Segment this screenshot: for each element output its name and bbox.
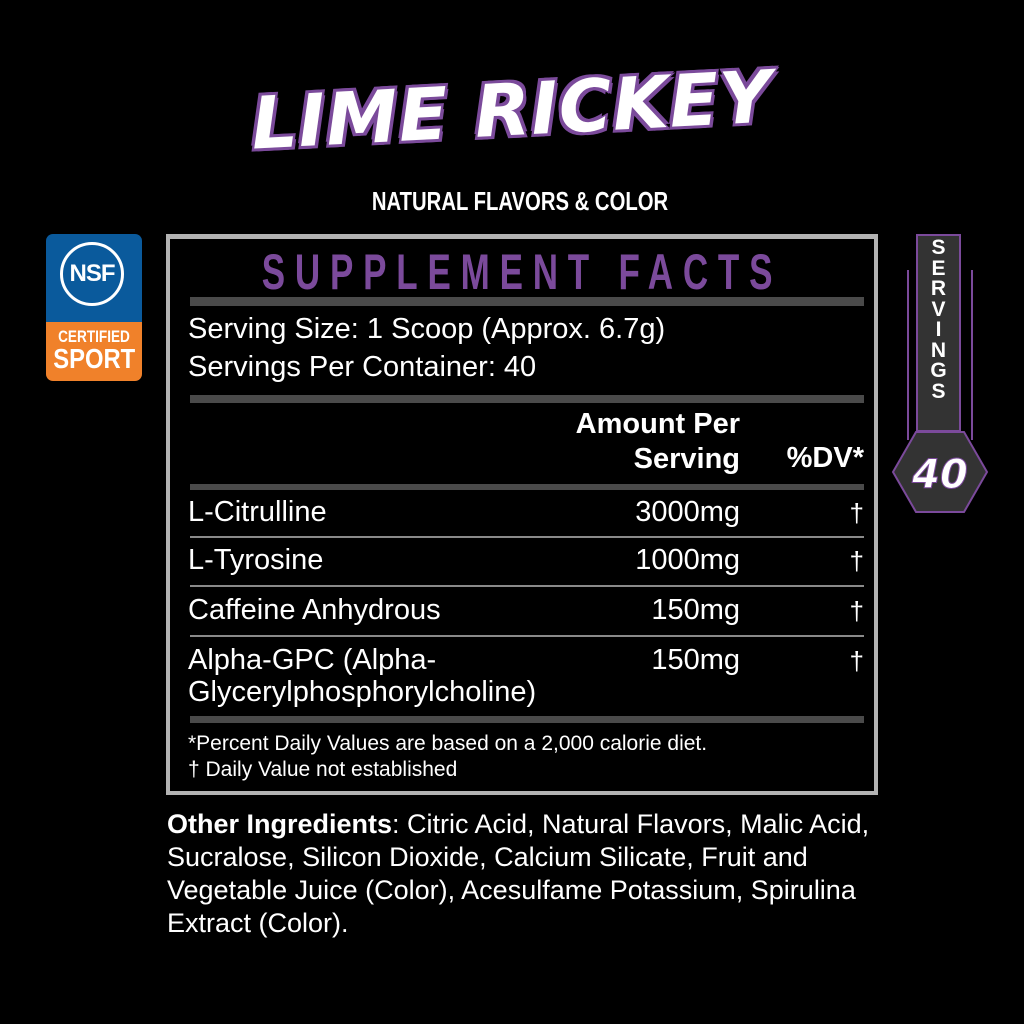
servings-label: SERVINGS [930, 236, 947, 403]
certified-label: CERTIFIED [58, 327, 130, 346]
divider [190, 395, 864, 403]
ingredient-name: Alpha-GPC (Alpha- Glycerylphosphorylchol… [188, 644, 536, 708]
badge-line [971, 270, 973, 440]
amount-header-line2: Serving [633, 443, 740, 475]
flavor-title: LIME RICKEY [248, 53, 776, 167]
ingredient-amount: 3000mg [635, 496, 740, 528]
ingredient-name: L-Citrulline [188, 496, 327, 528]
servings-count: 40 [911, 452, 968, 498]
amount-per-serving-header: Amount Per Serving [576, 407, 740, 477]
badge-line [907, 270, 909, 440]
amount-header-line1: Amount Per [575, 408, 740, 440]
footnote-not-established: † Daily Value not established [188, 758, 458, 781]
nsf-logo: NSF [60, 242, 124, 306]
nsf-certified-badge: NSF CERTIFIED SPORT [46, 234, 142, 381]
supplement-facts-panel: SUPPLEMENT FACTS Serving Size: 1 Scoop (… [166, 234, 878, 795]
row-divider [190, 585, 864, 587]
sport-label: SPORT [53, 343, 136, 374]
row-divider [190, 536, 864, 538]
ingredient-name-line2: Glycerylphosphorylcholine) [188, 676, 537, 708]
divider [190, 297, 864, 306]
ingredient-amount: 1000mg [635, 544, 740, 576]
ingredient-amount: 150mg [651, 644, 740, 676]
ingredient-name: L-Tyrosine [188, 544, 324, 576]
ingredient-dv: † [849, 546, 864, 576]
other-ingredients-label: Other Ingredients [167, 809, 393, 839]
divider [190, 716, 864, 723]
other-ingredients: Other Ingredients: Citric Acid, Natural … [167, 808, 887, 940]
ingredient-name-line1: Alpha-GPC (Alpha- [188, 644, 437, 676]
servings-hexagon: 40 [891, 431, 989, 513]
panel-title: SUPPLEMENT FACTS [261, 244, 783, 300]
dv-header: %DV* [786, 442, 864, 474]
ingredient-amount: 150mg [651, 594, 740, 626]
row-divider [190, 635, 864, 637]
ingredient-dv: † [849, 646, 864, 676]
ingredient-dv: † [849, 498, 864, 528]
serving-size: Serving Size: 1 Scoop (Approx. 6.7g) [188, 313, 666, 345]
ingredient-dv: † [849, 596, 864, 626]
flavor-subtitle: NATURAL FLAVORS & COLOR [371, 186, 669, 216]
servings-per-container: Servings Per Container: 40 [188, 351, 537, 383]
other-ingredients-text: : Citric Acid, Natural Flavors, Malic Ac… [167, 809, 870, 938]
ingredient-name: Caffeine Anhydrous [188, 594, 441, 626]
divider [190, 484, 864, 490]
footnote-daily-values: *Percent Daily Values are based on a 2,0… [188, 732, 708, 755]
